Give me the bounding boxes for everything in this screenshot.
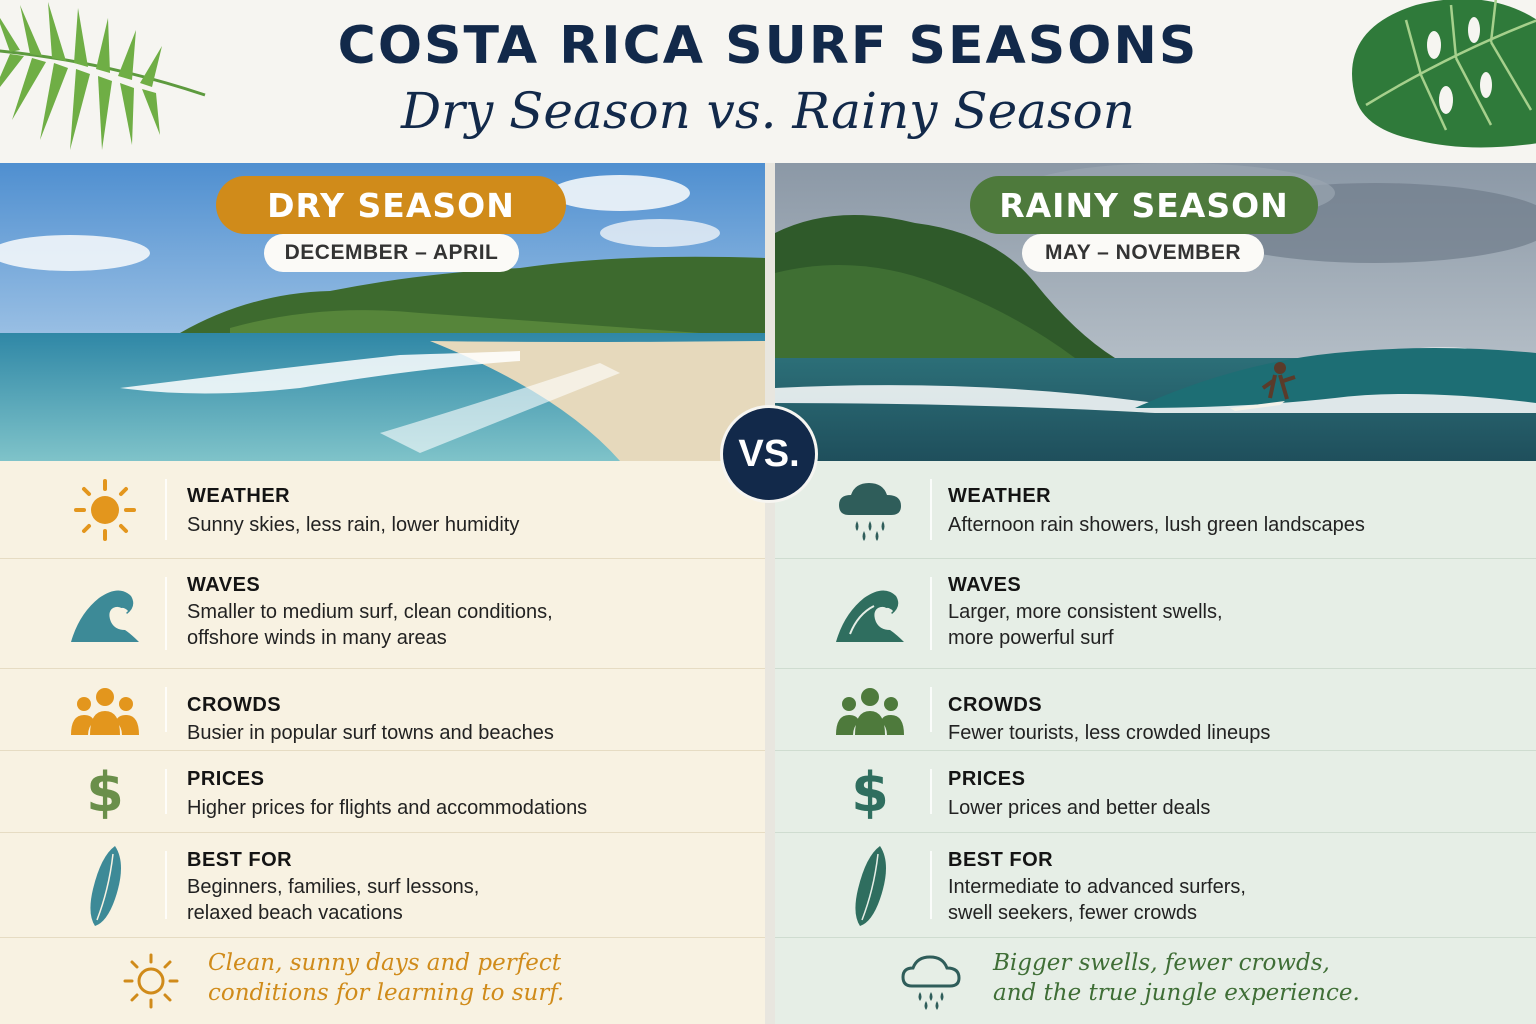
row-text: Smaller to medium surf, clean conditions… [187, 601, 553, 649]
dry-row-best-for: BEST FOR Beginners, families, surf lesso… [0, 833, 765, 938]
dry-row-waves: WAVES Smaller to medium surf, clean cond… [0, 559, 765, 669]
rainy-row-weather: WEATHER Afternoon rain showers, lush gre… [775, 461, 1536, 559]
rainy-season-badge: RAINY SEASON [970, 176, 1318, 234]
row-text: Busier in popular surf towns and beaches [187, 722, 554, 744]
dry-season-badge: DRY SEASON [216, 176, 566, 234]
row-text: Fewer tourists, less crowded lineups [948, 722, 1271, 744]
row-label: WAVES [948, 574, 1022, 596]
row-text: Larger, more consistent swells, more pow… [948, 601, 1223, 649]
row-text: Intermediate to advanced surfers, swell … [948, 876, 1246, 924]
rainy-row-waves: WAVES Larger, more consistent swells, mo… [775, 559, 1536, 669]
rainy-row-best-for: BEST FOR Intermediate to advanced surfer… [775, 833, 1536, 938]
row-separator [165, 577, 167, 650]
row-separator [930, 851, 932, 919]
wave-icon [60, 581, 150, 647]
rainy-season-column: WEATHER Afternoon rain showers, lush gre… [775, 461, 1536, 1024]
rain-cloud-icon [825, 479, 915, 541]
rainy-season-months: MAY – NOVEMBER [1022, 234, 1264, 272]
page-subtitle: Dry Season vs. Rainy Season [401, 82, 1135, 140]
sun-outline-icon [122, 952, 180, 1015]
center-divider [765, 163, 775, 1024]
dry-row-prices: $ PRICES Higher prices for flights and a… [0, 751, 765, 833]
people-icon [60, 683, 150, 739]
sun-icon [60, 479, 150, 541]
row-label: WEATHER [948, 485, 1052, 507]
row-separator [930, 769, 932, 814]
row-separator [930, 687, 932, 732]
row-text: Sunny skies, less rain, lower humidity [187, 514, 520, 536]
palm-leaf-left-icon [0, 2, 206, 150]
header: COSTA RICA SURF SEASONS Dry Season vs. R… [0, 0, 1536, 163]
rainy-season-photo [775, 163, 1536, 461]
rainy-row-crowds: CROWDS Fewer tourists, less crowded line… [775, 669, 1536, 751]
vs-badge: VS. [720, 405, 818, 503]
row-text: Beginners, families, surf lessons, relax… [187, 876, 480, 924]
dry-footer: Clean, sunny days and perfect conditions… [0, 938, 765, 1024]
row-text: Higher prices for flights and accommodat… [187, 797, 588, 819]
monstera-leaf-right-icon [1352, 0, 1536, 148]
dry-season-photo [0, 163, 765, 461]
row-separator [930, 479, 932, 540]
rain-cloud-outline-icon [900, 952, 962, 1015]
row-label: PRICES [187, 768, 265, 790]
dry-row-crowds: CROWDS Busier in popular surf towns and … [0, 669, 765, 751]
dollar-icon: $ [86, 760, 124, 824]
dollar-icon: $ [851, 760, 889, 824]
people-icon [825, 683, 915, 739]
rainy-footer: Bigger swells, fewer crowds, and the tru… [775, 938, 1536, 1024]
row-label: BEST FOR [948, 849, 1054, 871]
row-label: CROWDS [948, 694, 1043, 716]
row-label: CROWDS [187, 694, 282, 716]
row-label: PRICES [948, 768, 1026, 790]
page-title: COSTA RICA SURF SEASONS [337, 16, 1199, 76]
row-text: Lower prices and better deals [948, 797, 1211, 819]
row-label: WAVES [187, 574, 261, 596]
rainy-row-prices: $ PRICES Lower prices and better deals [775, 751, 1536, 833]
row-separator [165, 687, 167, 732]
row-separator [930, 577, 932, 650]
row-separator [165, 769, 167, 814]
surfboard-icon [825, 843, 915, 929]
row-label: WEATHER [187, 485, 291, 507]
rainy-footer-tagline: Bigger swells, fewer crowds, and the tru… [993, 950, 1360, 1006]
wave-icon [825, 581, 915, 647]
dry-season-months: DECEMBER – APRIL [264, 234, 519, 272]
row-separator [165, 479, 167, 540]
surfboard-icon [60, 843, 150, 929]
row-label: BEST FOR [187, 849, 293, 871]
dry-season-column: WEATHER Sunny skies, less rain, lower hu… [0, 461, 765, 1024]
dry-row-weather: WEATHER Sunny skies, less rain, lower hu… [0, 461, 765, 559]
row-separator [165, 851, 167, 919]
dry-footer-tagline: Clean, sunny days and perfect conditions… [208, 950, 565, 1006]
row-text: Afternoon rain showers, lush green lands… [948, 514, 1365, 536]
